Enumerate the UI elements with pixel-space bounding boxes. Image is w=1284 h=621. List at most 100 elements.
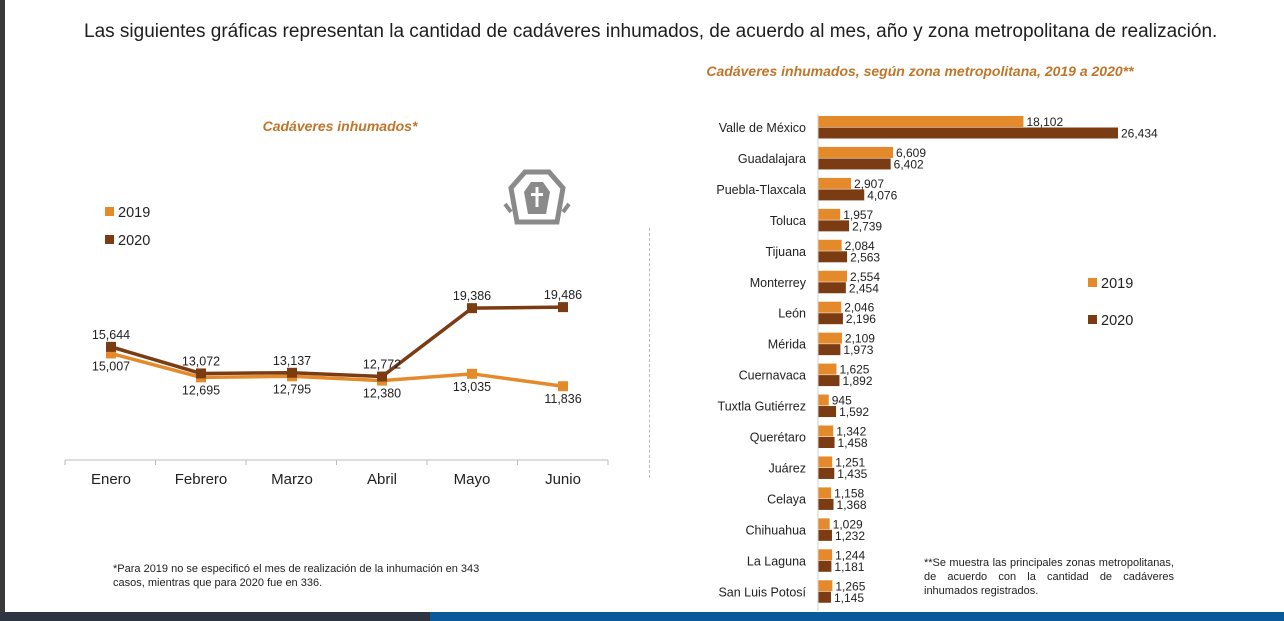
- bar-2019: [818, 456, 833, 468]
- bar-2020: [818, 375, 840, 387]
- divider: [649, 228, 650, 478]
- legend-swatch-2019: [105, 207, 114, 216]
- cross-vertical: [535, 187, 539, 207]
- bar-label-2019: 2,554: [850, 270, 880, 284]
- bar-2019: [818, 270, 847, 282]
- x-tick-label-mayo: Mayo: [454, 471, 491, 488]
- category-label: Puebla-Tlaxcala: [716, 183, 806, 197]
- category-label: Valle de México: [719, 121, 806, 135]
- category-label: Querétaro: [750, 431, 806, 445]
- cross-horizontal: [531, 193, 543, 196]
- bar-2020: [818, 220, 850, 232]
- bar-2020: [818, 158, 891, 170]
- category-label: Celaya: [767, 492, 806, 506]
- data-label-2020: 19,486: [544, 288, 582, 302]
- category-label: Guadalajara: [738, 152, 806, 166]
- bar-label-2020: 6,402: [894, 157, 924, 171]
- bar-2020: [818, 529, 832, 541]
- line-chart-footnote: *Para 2019 no se especificó el mes de re…: [113, 563, 480, 589]
- data-label-2019: 11,836: [544, 392, 581, 406]
- category-label: Cuernavaca: [739, 369, 806, 383]
- x-tick-label-abril: Abril: [367, 471, 397, 488]
- data-point-2019: [106, 348, 116, 359]
- data-label-2019: 15,007: [92, 359, 130, 373]
- bar-2020: [818, 344, 841, 356]
- legend-swatch-2020: [105, 235, 114, 244]
- bar-label-2020: 1,592: [839, 405, 869, 419]
- bar-label-2019: 1,625: [839, 363, 869, 377]
- data-point-2020: [287, 367, 297, 378]
- data-label-2019: 12,380: [363, 387, 401, 401]
- category-label: San Luis Potosí: [718, 585, 806, 599]
- bar-2020: [818, 251, 848, 263]
- data-label-2020: 13,137: [273, 354, 311, 368]
- line-chart-title: Cadáveres inhumados*: [262, 118, 418, 134]
- data-label-2019: 12,695: [182, 383, 220, 397]
- bar-2020: [818, 189, 865, 201]
- page-header: Las siguientes gráficas representan la c…: [84, 21, 1218, 42]
- bar-label-2019: 6,609: [896, 146, 926, 160]
- category-label: Monterrey: [750, 276, 807, 290]
- bar-2019: [818, 208, 841, 220]
- data-point-2020: [467, 303, 477, 314]
- bar-label-2020: 1,435: [837, 467, 867, 481]
- bar-label-2019: 1,251: [835, 455, 865, 469]
- bar-label-2019: 2,046: [844, 301, 874, 315]
- bar-2020: [818, 437, 835, 448]
- bar-label-2020: 1,892: [842, 374, 872, 388]
- bar-label-2019: 1,957: [843, 208, 873, 222]
- bar-label-2020: 2,196: [846, 312, 876, 326]
- bar-2019: [818, 177, 851, 189]
- bar-label-2019: 1,244: [835, 548, 865, 562]
- category-label: León: [778, 307, 806, 321]
- legend-swatch-2019: [1088, 278, 1097, 287]
- bar-2020: [818, 498, 834, 510]
- legend-label-2020: 2020: [1101, 313, 1133, 329]
- category-label: Tijuana: [765, 245, 806, 259]
- legend-swatch-2020: [1088, 315, 1097, 324]
- window-edge: [0, 0, 5, 612]
- legend-label-2019: 2019: [1101, 276, 1133, 292]
- data-point-2020: [558, 302, 568, 313]
- data-point-2019: [558, 381, 568, 392]
- data-point-2020: [196, 368, 206, 379]
- legend-label-2019: 2019: [118, 205, 150, 221]
- data-point-2019: [467, 368, 477, 379]
- bar-2020: [818, 467, 835, 479]
- data-label-2019: 13,035: [453, 380, 491, 394]
- legend-label-2020: 2020: [118, 233, 150, 249]
- coffin-handles: [503, 202, 571, 214]
- bar-label-2020: 1,973: [843, 343, 873, 357]
- bar-label-2019: 945: [832, 394, 852, 408]
- bar-label-2020: 1,368: [837, 498, 867, 512]
- bar-2019: [818, 549, 833, 561]
- bar-2019: [818, 580, 833, 592]
- data-label-2019: 12,795: [273, 382, 311, 396]
- bar-label-2019: 1,029: [833, 517, 863, 531]
- category-label: Chihuahua: [746, 523, 807, 537]
- bar-label-2020: 26,434: [1121, 127, 1158, 141]
- bar-2020: [818, 282, 846, 294]
- footer-bar-accent: [0, 612, 430, 621]
- bar-2019: [818, 239, 842, 251]
- bar-label-2020: 1,458: [838, 436, 868, 450]
- x-tick-label-junio: Junio: [545, 471, 581, 488]
- bar-2020: [818, 127, 1118, 139]
- bar-2019: [818, 518, 830, 530]
- bar-2019: [818, 363, 837, 375]
- bar-label-2019: 2,084: [845, 239, 875, 253]
- bar-label-2020: 2,454: [849, 281, 879, 295]
- bar-2019: [818, 425, 834, 437]
- x-tick-label-marzo: Marzo: [271, 471, 313, 488]
- bar-label-2019: 2,907: [854, 177, 884, 191]
- data-label-2020: 13,072: [182, 354, 220, 368]
- bar-2019: [818, 394, 829, 406]
- bar-label-2020: 1,145: [834, 591, 864, 605]
- bar-label-2019: 1,158: [834, 486, 864, 500]
- series-line-2020: [110, 305, 564, 379]
- data-point-2020: [377, 371, 387, 382]
- bar-label-2020: 4,076: [867, 188, 897, 202]
- data-label-2020: 12,772: [363, 358, 401, 372]
- footer-bar: [0, 612, 1284, 621]
